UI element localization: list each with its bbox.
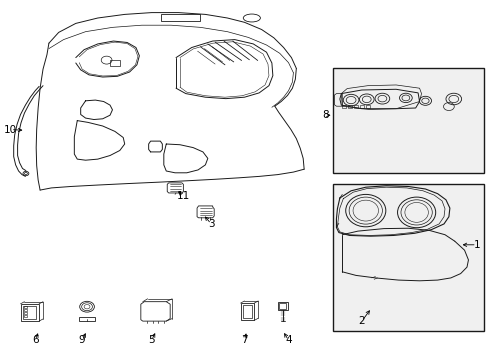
Bar: [279, 303, 285, 309]
Bar: [353, 105, 357, 108]
Bar: [23, 306, 36, 319]
Text: 11: 11: [176, 191, 190, 201]
Bar: [24, 306, 27, 308]
Bar: [24, 315, 27, 317]
Bar: [243, 305, 251, 318]
Bar: [365, 105, 369, 108]
Bar: [24, 312, 27, 314]
Bar: [20, 304, 39, 321]
Bar: [332, 184, 483, 331]
Text: 1: 1: [472, 240, 479, 250]
Text: 6: 6: [32, 335, 39, 345]
Text: 5: 5: [148, 335, 155, 345]
Text: 8: 8: [321, 110, 328, 120]
Bar: [24, 309, 27, 311]
Bar: [277, 302, 287, 310]
Text: 9: 9: [79, 335, 85, 345]
Text: 2: 2: [358, 316, 365, 326]
Text: 10: 10: [4, 125, 17, 135]
Text: 7: 7: [241, 335, 247, 345]
Bar: [359, 105, 363, 108]
Bar: [332, 184, 483, 331]
Bar: [332, 68, 483, 173]
Bar: [347, 105, 351, 108]
Text: 3: 3: [207, 219, 214, 229]
Bar: [110, 60, 120, 66]
Bar: [240, 303, 254, 320]
Text: 4: 4: [285, 335, 291, 345]
Bar: [332, 68, 483, 173]
Bar: [342, 105, 346, 108]
Bar: [79, 317, 95, 321]
